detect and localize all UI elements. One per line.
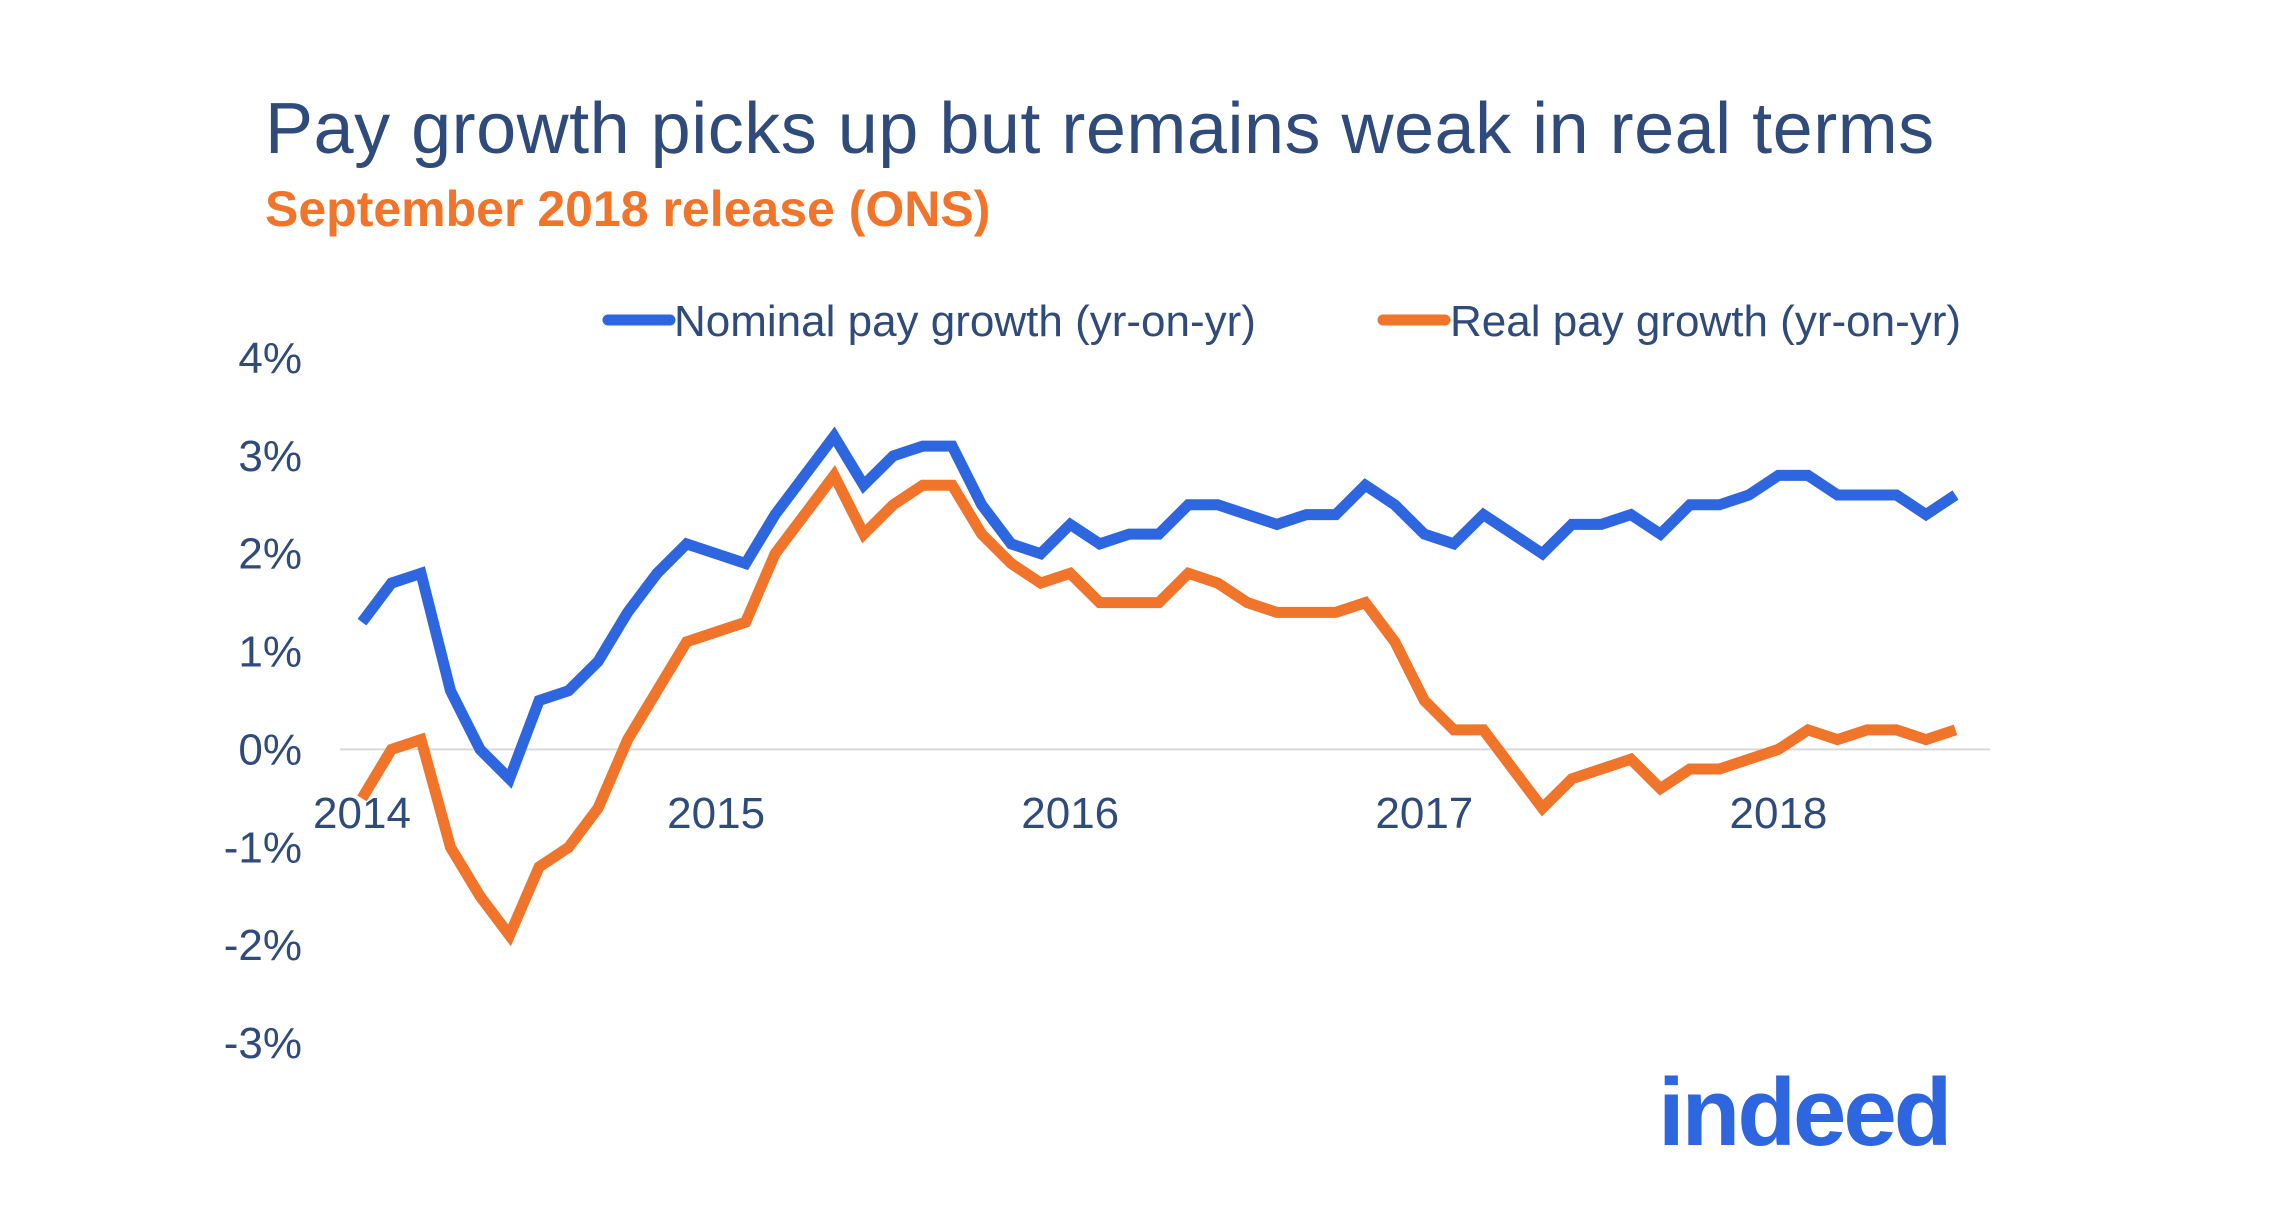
x-tick-label: 2017 bbox=[1375, 789, 1473, 838]
y-axis: 4% 3% 2% 1% 0% -1% -2% -3% bbox=[224, 334, 302, 1068]
chart-legend: Nominal pay growth (yr-on-yr) Real pay gr… bbox=[602, 297, 1961, 346]
y-tick-label: -2% bbox=[224, 921, 302, 970]
y-tick-label: 1% bbox=[238, 628, 302, 677]
real-pay-growth-line bbox=[357, 465, 1958, 947]
indeed-logo: indeed bbox=[1658, 1059, 1952, 1166]
y-tick-label: 0% bbox=[238, 725, 302, 774]
y-tick-label: 4% bbox=[238, 334, 302, 383]
legend-label: Real pay growth (yr-on-yr) bbox=[1450, 297, 1961, 346]
chart-subtitle: September 2018 release (ONS) bbox=[265, 181, 991, 237]
y-tick-label: 2% bbox=[238, 530, 302, 579]
legend-label: Nominal pay growth (yr-on-yr) bbox=[674, 297, 1256, 346]
nominal-pay-growth-line bbox=[357, 426, 1959, 789]
x-axis: 2014 2015 2016 2017 2018 bbox=[313, 789, 1827, 838]
y-tick-label: 3% bbox=[238, 432, 302, 481]
y-tick-label: -3% bbox=[224, 1019, 302, 1068]
y-tick-label: -1% bbox=[224, 823, 302, 872]
x-tick-label: 2015 bbox=[667, 789, 765, 838]
series-lines bbox=[357, 426, 1959, 947]
x-tick-label: 2016 bbox=[1021, 789, 1119, 838]
x-tick-label: 2018 bbox=[1730, 789, 1828, 838]
chart-title: Pay growth picks up but remains weak in … bbox=[265, 89, 1935, 169]
